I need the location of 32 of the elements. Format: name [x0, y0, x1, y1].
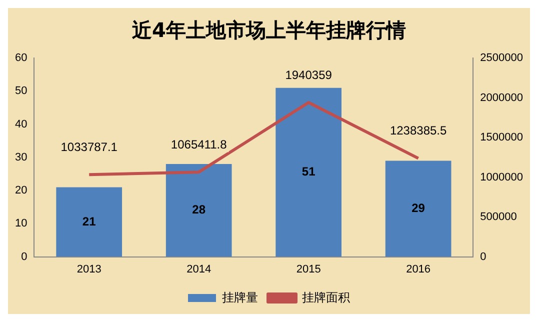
y2-tick-label: 2000000	[480, 92, 524, 104]
data-label: 28	[192, 202, 206, 217]
legend-label: 挂牌面积	[302, 290, 350, 304]
y-tick-label: 0	[21, 250, 28, 263]
chart-title: 近4年土地市场上半年挂牌行情	[131, 18, 406, 42]
data-label: 1238385.5	[390, 124, 447, 138]
y-tick-label: 50	[14, 85, 28, 98]
x-tick-label: 2013	[76, 263, 102, 276]
y-tick-label: 60	[14, 52, 28, 64]
y2-tick-label: 500000	[480, 211, 517, 224]
data-label: 1065411.8	[170, 137, 228, 152]
data-label: 29	[412, 201, 426, 216]
y2-tick-label: 2500000	[480, 52, 524, 64]
y-tick-label: 30	[14, 151, 28, 164]
legend-label: 挂牌量	[222, 290, 258, 304]
x-tick-label: 2016	[406, 263, 431, 276]
y2-tick-label: 1000000	[480, 171, 524, 184]
y-tick-label: 10	[14, 218, 28, 230]
y-tick-label: 40	[14, 118, 28, 130]
y2-tick-label: 1500000	[480, 132, 524, 144]
bar	[385, 160, 452, 257]
bar	[276, 88, 342, 257]
data-label: 1033787.1	[60, 140, 118, 154]
x-tick-label: 2014	[186, 263, 212, 276]
bar	[166, 164, 232, 257]
data-label: 21	[82, 214, 96, 228]
bar	[56, 187, 122, 257]
data-label: 51	[302, 164, 316, 179]
data-label: 1940359	[285, 68, 332, 82]
y2-tick-label: 0	[480, 250, 486, 263]
y-tick-label: 20	[14, 184, 28, 197]
x-tick-label: 2015	[296, 263, 321, 276]
